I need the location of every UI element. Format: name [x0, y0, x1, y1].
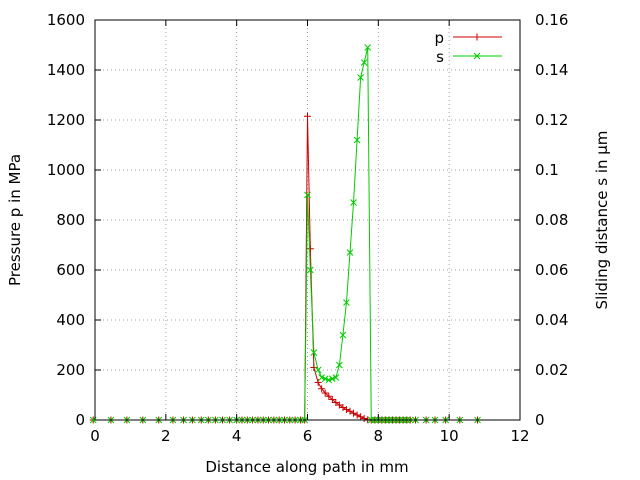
data-point-s: [339, 331, 347, 339]
data-point-s: [325, 376, 333, 384]
x-tick-label: 8: [374, 427, 384, 445]
y-tick-label: 200: [56, 361, 85, 379]
data-point-s: [314, 366, 322, 374]
ticks: 0 2 4 6 8 10 12 0 200 400 600 800 1000 1200 1400 1600 0 0…: [47, 11, 569, 445]
y-tick-label: 1600: [47, 11, 85, 29]
series-line-p: [93, 116, 478, 421]
data-point-p: [325, 392, 333, 400]
y-tick-label: 0: [75, 411, 85, 429]
y2-tick-label: 0.06: [535, 261, 568, 279]
data-point-p: [353, 411, 361, 419]
data-point-s: [304, 191, 311, 199]
data-point-p: [335, 401, 343, 409]
y2-tick-label: 0.02: [535, 361, 568, 379]
data-point-s: [336, 361, 343, 369]
legend-marker-s: [473, 52, 481, 60]
y2-tick-label: 0.08: [535, 211, 568, 229]
y-tick-label: 800: [56, 211, 85, 229]
data-point-s: [306, 266, 314, 274]
series-layer: [89, 44, 481, 424]
data-point-p: [350, 409, 358, 417]
data-point-s: [321, 375, 329, 383]
y-tick-label: 1200: [47, 111, 85, 129]
y-tick-label: 600: [56, 261, 85, 279]
y-axis-label: Pressure p in MPa: [6, 154, 24, 286]
data-point-s: [350, 199, 357, 206]
data-point-p: [328, 396, 336, 403]
data-point-p: [357, 413, 365, 421]
data-point-p: [321, 389, 329, 397]
data-point-s: [318, 374, 326, 381]
legend: p s: [434, 29, 502, 66]
data-point-s: [364, 44, 372, 51]
legend-marker-p: [473, 33, 481, 41]
data-point-p: [339, 404, 347, 411]
data-point-s: [332, 374, 340, 381]
data-point-p: [342, 406, 350, 413]
data-point-s: [343, 299, 350, 306]
legend-label-p: p: [434, 29, 444, 47]
x-axis-label: Distance along path in mm: [205, 458, 408, 476]
data-point-p: [318, 385, 326, 393]
data-point-p: [304, 112, 311, 120]
y2-tick-label: 0: [535, 411, 545, 429]
x-tick-label: 2: [161, 427, 171, 445]
x-tick-label: 10: [440, 427, 459, 445]
data-point-p: [306, 245, 314, 253]
y2-axis-label: Sliding distance s in µm: [593, 131, 611, 310]
data-point-s: [360, 59, 368, 66]
y2-tick-label: 0.16: [535, 11, 568, 29]
y-tick-label: 1000: [47, 161, 85, 179]
legend-label-s: s: [436, 48, 444, 66]
x-tick-label: 0: [90, 427, 100, 445]
data-point-p: [314, 379, 322, 386]
y2-tick-label: 0.14: [535, 61, 568, 79]
series-p: [89, 112, 481, 424]
y2-tick-label: 0.1: [535, 161, 559, 179]
x-tick-label: 12: [510, 427, 529, 445]
series-line-s: [93, 47, 478, 421]
data-point-s: [346, 249, 354, 256]
y-tick-label: 1400: [47, 61, 85, 79]
series-s: [89, 44, 481, 424]
data-point-p: [346, 407, 354, 415]
data-point-s: [310, 349, 318, 356]
x-tick-label: 6: [303, 427, 313, 445]
data-point-s: [357, 74, 364, 81]
data-point-p: [332, 399, 340, 406]
x-tick-label: 4: [232, 427, 242, 445]
y2-tick-label: 0.04: [535, 311, 568, 329]
data-point-s: [328, 375, 336, 383]
y-tick-label: 400: [56, 311, 85, 329]
data-point-s: [353, 136, 361, 144]
y2-tick-label: 0.12: [535, 111, 568, 129]
data-point-p: [360, 415, 368, 422]
